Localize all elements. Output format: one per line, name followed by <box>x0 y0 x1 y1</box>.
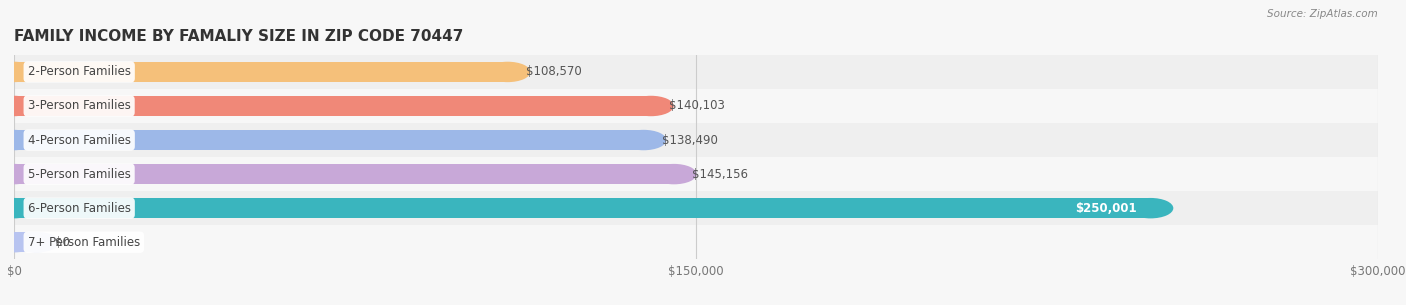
Bar <box>14 164 673 184</box>
Ellipse shape <box>485 62 530 82</box>
Text: Source: ZipAtlas.com: Source: ZipAtlas.com <box>1267 9 1378 19</box>
Ellipse shape <box>0 198 37 218</box>
Bar <box>14 89 1378 123</box>
Bar <box>14 55 1378 89</box>
Text: 3-Person Families: 3-Person Families <box>28 99 131 113</box>
Text: 4-Person Families: 4-Person Families <box>28 134 131 146</box>
Text: $108,570: $108,570 <box>526 66 582 78</box>
Bar <box>14 130 644 150</box>
Ellipse shape <box>0 96 37 116</box>
Text: $250,001: $250,001 <box>1076 202 1137 215</box>
Bar <box>14 96 651 116</box>
Bar <box>14 123 1378 157</box>
Text: 6-Person Families: 6-Person Families <box>28 202 131 215</box>
Ellipse shape <box>14 232 59 253</box>
Ellipse shape <box>0 232 37 253</box>
Ellipse shape <box>651 164 697 184</box>
Text: FAMILY INCOME BY FAMALIY SIZE IN ZIP CODE 70447: FAMILY INCOME BY FAMALIY SIZE IN ZIP COD… <box>14 29 464 44</box>
Bar <box>14 225 1378 259</box>
Text: $0: $0 <box>55 236 70 249</box>
Ellipse shape <box>0 130 37 150</box>
Text: $145,156: $145,156 <box>692 168 748 181</box>
Text: 2-Person Families: 2-Person Families <box>28 66 131 78</box>
Text: 5-Person Families: 5-Person Families <box>28 168 131 181</box>
Bar <box>14 62 508 82</box>
Text: 7+ Person Families: 7+ Person Families <box>28 236 141 249</box>
Bar <box>14 198 1150 218</box>
Text: $140,103: $140,103 <box>669 99 725 113</box>
Ellipse shape <box>621 130 666 150</box>
Bar <box>14 157 1378 191</box>
Ellipse shape <box>1128 198 1174 218</box>
Bar <box>14 191 1378 225</box>
Ellipse shape <box>0 164 37 184</box>
Ellipse shape <box>0 62 37 82</box>
Bar <box>14 232 37 253</box>
Ellipse shape <box>628 96 673 116</box>
Text: $138,490: $138,490 <box>662 134 717 146</box>
